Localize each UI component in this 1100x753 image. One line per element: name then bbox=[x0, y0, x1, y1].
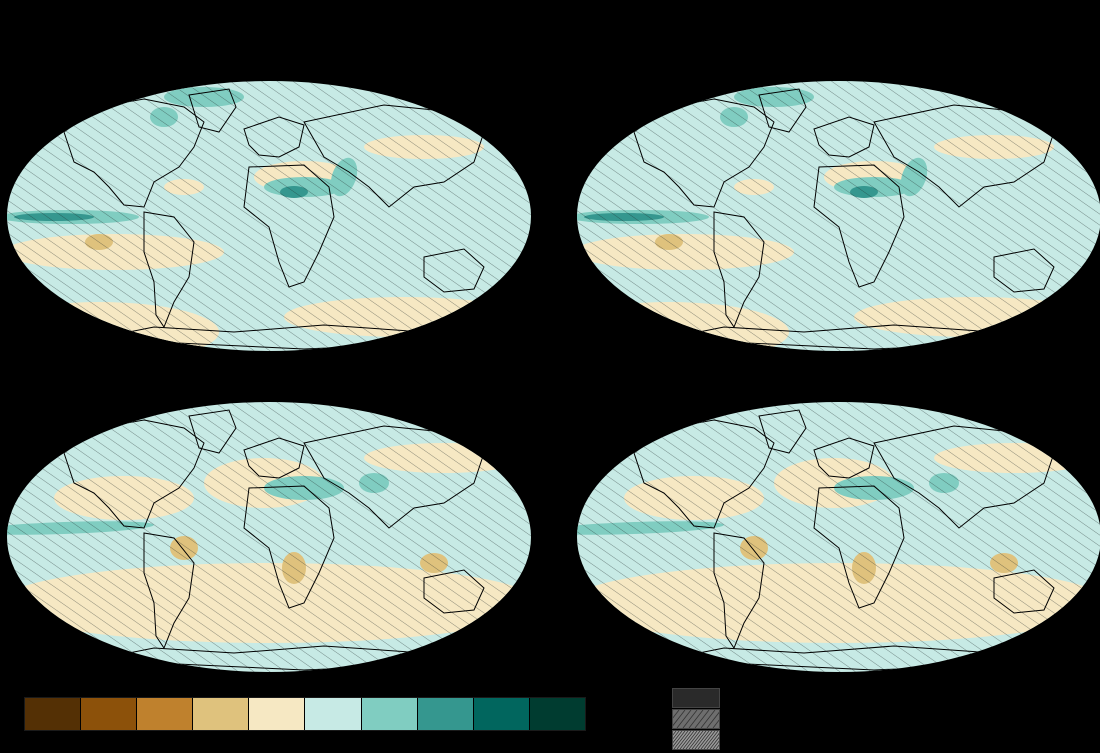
coastline bbox=[813, 485, 905, 609]
hatch-none-icon bbox=[672, 688, 720, 708]
coastline bbox=[758, 409, 807, 454]
map-panel-top-right bbox=[574, 77, 1100, 355]
significance-hatching bbox=[7, 402, 531, 672]
coastline bbox=[813, 164, 905, 288]
significance-hatching bbox=[577, 402, 1100, 672]
coastline bbox=[63, 419, 205, 529]
robinson-map bbox=[7, 402, 531, 672]
coastline bbox=[423, 569, 485, 614]
coastline bbox=[813, 437, 875, 479]
colorbar bbox=[24, 697, 586, 731]
hatching-legend bbox=[672, 688, 720, 751]
colorbar-swatch bbox=[305, 698, 362, 730]
map-panel-top-left bbox=[4, 77, 534, 355]
significance-hatching bbox=[577, 81, 1100, 351]
coastline bbox=[713, 211, 765, 329]
map-panel-bottom-left bbox=[4, 398, 534, 676]
hatch-light-icon bbox=[672, 709, 720, 729]
coastline bbox=[63, 98, 205, 208]
map-panel-bottom-right bbox=[574, 398, 1100, 676]
robinson-map bbox=[577, 402, 1100, 672]
coastline bbox=[188, 88, 237, 133]
coastline bbox=[243, 164, 335, 288]
colorbar-swatch bbox=[417, 698, 474, 730]
coastline bbox=[143, 532, 195, 650]
robinson-map bbox=[7, 81, 531, 351]
coastline bbox=[633, 98, 775, 208]
colorbar-swatch bbox=[137, 698, 194, 730]
coastline bbox=[633, 419, 775, 529]
coastline bbox=[188, 409, 237, 454]
colorbar-swatch bbox=[25, 698, 82, 730]
hatch-dense-icon bbox=[672, 730, 720, 750]
coastline bbox=[243, 116, 305, 158]
coastline bbox=[758, 88, 807, 133]
coastline bbox=[813, 116, 875, 158]
coastline bbox=[243, 437, 305, 479]
coastline bbox=[423, 248, 485, 293]
coastline bbox=[243, 485, 335, 609]
colorbar-swatch bbox=[361, 698, 418, 730]
significance-hatching bbox=[7, 81, 531, 351]
robinson-map bbox=[577, 81, 1100, 351]
coastline bbox=[713, 532, 765, 650]
colorbar-swatch bbox=[249, 698, 306, 730]
coastline bbox=[993, 248, 1055, 293]
coastline bbox=[993, 569, 1055, 614]
colorbar-swatch bbox=[81, 698, 138, 730]
colorbar-swatch bbox=[473, 698, 530, 730]
colorbar-swatch bbox=[193, 698, 250, 730]
colorbar-swatch bbox=[529, 698, 585, 730]
coastline bbox=[143, 211, 195, 329]
